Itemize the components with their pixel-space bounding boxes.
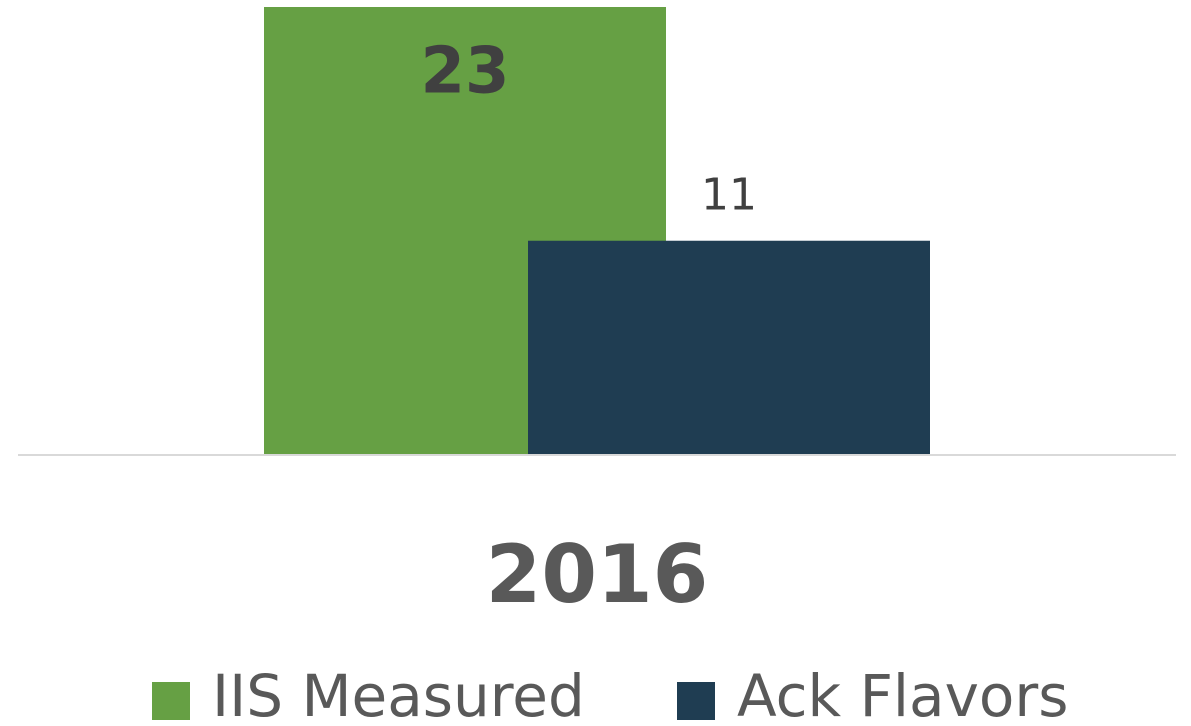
legend-swatch: [152, 682, 190, 720]
data-label: 11: [701, 170, 757, 221]
x-tick-label: 2016: [486, 528, 709, 621]
legend-label: Ack Flavors: [737, 662, 1068, 726]
legend-swatch: [677, 682, 715, 720]
data-label: 23: [420, 35, 509, 109]
bar: [528, 240, 930, 455]
legend-label: IIS Measured: [212, 662, 585, 726]
